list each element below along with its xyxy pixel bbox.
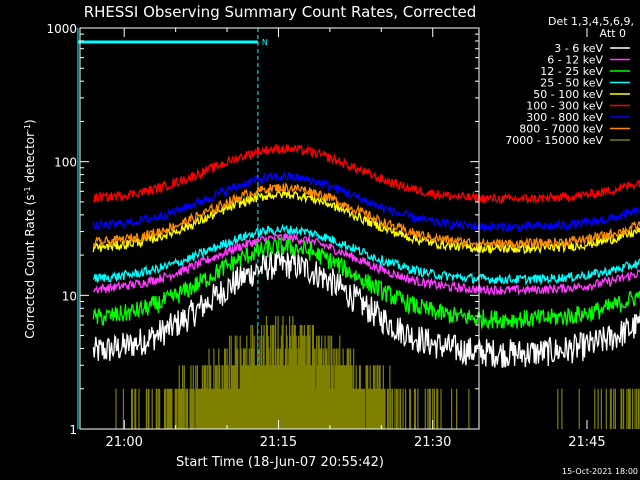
- y-axis-label-text-3: ): [23, 119, 37, 124]
- plot-marks: N: [77, 28, 640, 429]
- flag-label: N: [262, 38, 268, 47]
- legend-label-8: 800 - 7000 keV: [519, 123, 603, 136]
- series-9: [115, 316, 640, 429]
- y-axis-label-text-1: Corrected Count Rate (s: [23, 194, 37, 338]
- series-3-line: [92, 237, 640, 330]
- legend-label-1: 3 - 6 keV: [554, 42, 603, 55]
- y-tick-label-3: 100: [54, 156, 77, 170]
- series-7: [92, 170, 640, 233]
- legend-header-1: Det 1,3,4,5,6,9,: [548, 15, 634, 28]
- legend-label-4: 25 - 50 keV: [540, 77, 603, 90]
- legend-label-3: 12 - 25 keV: [540, 65, 603, 78]
- series-8-line: [93, 182, 640, 251]
- series-6-line: [92, 143, 640, 205]
- series-2: [92, 232, 640, 297]
- axes: 110100100021:0021:1521:3021:4522:0022:15…: [46, 22, 605, 450]
- series-2-line: [92, 232, 640, 297]
- y-axis-label-sup-2: -1: [23, 124, 32, 132]
- x-tick-label-3: 21:30: [414, 435, 451, 450]
- y-axis-label: Corrected Count Rate (s-1 detector-1): [23, 119, 38, 338]
- series-4: [92, 223, 640, 287]
- plot-frame: [79, 27, 480, 430]
- x-axis-label: Start Time (18-Jun-07 20:55:42): [176, 455, 384, 470]
- y-tick-label-4: 1000: [46, 22, 77, 36]
- y-tick-label-2: 10: [62, 289, 77, 303]
- legend-label-7: 300 - 800 keV: [526, 111, 603, 124]
- legend-label-5: 50 - 100 keV: [533, 88, 603, 101]
- timestamp: 15-Oct-2021 18:00: [562, 467, 638, 476]
- chart-title: RHESSI Observing Summary Count Rates, Co…: [84, 3, 477, 21]
- legend-label-6: 100 - 300 keV: [526, 100, 603, 113]
- y-tick-label-1: 1: [69, 423, 77, 437]
- x-tick-label-4: 21:45: [568, 435, 605, 450]
- series-1-line: [92, 249, 640, 368]
- series-8: [93, 182, 640, 251]
- y-axis-label-text-2: detector: [23, 132, 37, 187]
- series-6: [92, 143, 640, 205]
- y-axis-label-sup-1: -1: [23, 186, 32, 194]
- legend-label-2: 6 - 12 keV: [547, 54, 603, 67]
- legend-header-2: Att 0: [600, 27, 626, 40]
- x-tick-label-1: 21:00: [105, 435, 142, 450]
- series-3: [92, 237, 640, 330]
- series-9-line: [115, 316, 640, 429]
- series-1: [92, 249, 640, 368]
- x-tick-label-2: 21:15: [260, 435, 297, 450]
- series-4-line: [92, 223, 640, 287]
- series-7-line: [92, 170, 640, 233]
- legend-label-9: 7000 - 15000 keV: [505, 134, 603, 147]
